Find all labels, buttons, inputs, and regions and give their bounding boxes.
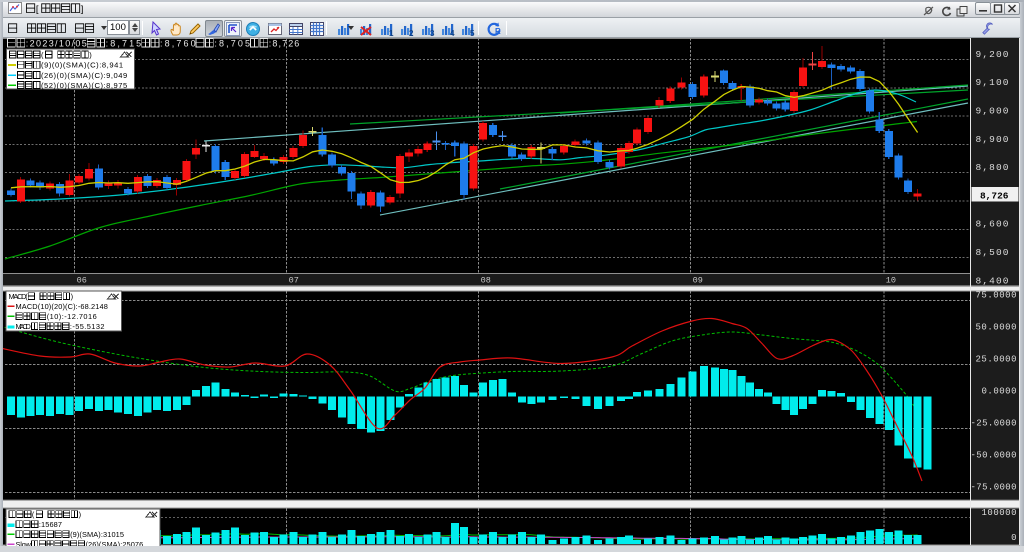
svg-text:(9)(0)(SMA)(C):8,941: (9)(0)(SMA)(C):8,941 (41, 61, 123, 70)
svg-text:8,500: 8,500 (976, 247, 1009, 258)
svg-text:50.0000: 50.0000 (976, 323, 1017, 333)
svg-text::-55.5132: :-55.5132 (70, 322, 105, 331)
svg-text:MACD: MACD (16, 322, 31, 331)
svg-text:100000: 100000 (982, 508, 1017, 518)
svg-text:[: [ (36, 4, 39, 15)
svg-text:): ) (79, 510, 81, 519)
svg-text:9,000: 9,000 (976, 106, 1009, 117)
svg-text:-75.0000: -75.0000 (971, 483, 1017, 493)
svg-text:-50.0000: -50.0000 (971, 451, 1017, 461)
svg-text:9,200: 9,200 (976, 49, 1009, 60)
svg-text::8,715: :8,715 (106, 38, 142, 48)
svg-text:8,600: 8,600 (976, 219, 1009, 230)
svg-text:08: 08 (481, 276, 491, 286)
svg-text:06: 06 (77, 276, 87, 286)
svg-text:1: 1 (389, 29, 394, 37)
svg-text:09: 09 (693, 276, 703, 286)
svg-text:-25.0000: -25.0000 (971, 419, 1017, 429)
svg-text::8,726: :8,726 (269, 38, 300, 48)
svg-text:MACD(: MACD( (9, 292, 29, 301)
svg-text:(26)(0)(SMA)(C):9,049: (26)(0)(SMA)(C):9,049 (41, 71, 127, 80)
svg-text:9,100: 9,100 (976, 77, 1009, 88)
svg-text:0.0000: 0.0000 (982, 387, 1017, 397)
svg-text:4: 4 (450, 29, 455, 37)
svg-text:(26)(SMA):25076: (26)(SMA):25076 (86, 540, 144, 549)
svg-text:(9)(SMA):31015: (9)(SMA):31015 (70, 530, 124, 539)
svg-text:5: 5 (470, 29, 475, 37)
svg-text:(: ( (32, 510, 35, 519)
svg-text::8,705: :8,705 (214, 38, 250, 48)
svg-text:8,800: 8,800 (976, 162, 1009, 173)
svg-text:10: 10 (886, 276, 896, 286)
svg-text:MACD(10)(20)(C):-68.2148: MACD(10)(20)(C):-68.2148 (16, 302, 108, 311)
svg-text:2: 2 (409, 29, 414, 37)
svg-text:8,726: 8,726 (980, 191, 1009, 202)
svg-text:07: 07 (289, 276, 299, 286)
svg-text:25.0000: 25.0000 (976, 355, 1017, 365)
svg-text:8,900: 8,900 (976, 134, 1009, 145)
svg-text::15687: :15687 (39, 520, 62, 529)
svg-text:0: 0 (1011, 533, 1016, 543)
svg-text:(52)(0)(SMA)(C):8,975: (52)(0)(SMA)(C):8,975 (41, 81, 127, 90)
svg-text:Slow: Slow (16, 540, 32, 549)
svg-text:): ) (89, 51, 92, 60)
svg-text:8,400: 8,400 (976, 275, 1009, 286)
svg-text:R: R (495, 27, 501, 36)
svg-text:(: ( (41, 51, 44, 60)
svg-text::8,760: :8,760 (160, 38, 196, 48)
svg-text:]: ] (81, 4, 84, 15)
svg-text:(10):-12.7016: (10):-12.7016 (47, 312, 97, 321)
svg-text:3: 3 (430, 29, 435, 37)
svg-text:): ) (71, 292, 73, 301)
svg-text::2023/10/05: :2023/10/05 (26, 38, 87, 48)
svg-text:75.0000: 75.0000 (976, 291, 1017, 301)
